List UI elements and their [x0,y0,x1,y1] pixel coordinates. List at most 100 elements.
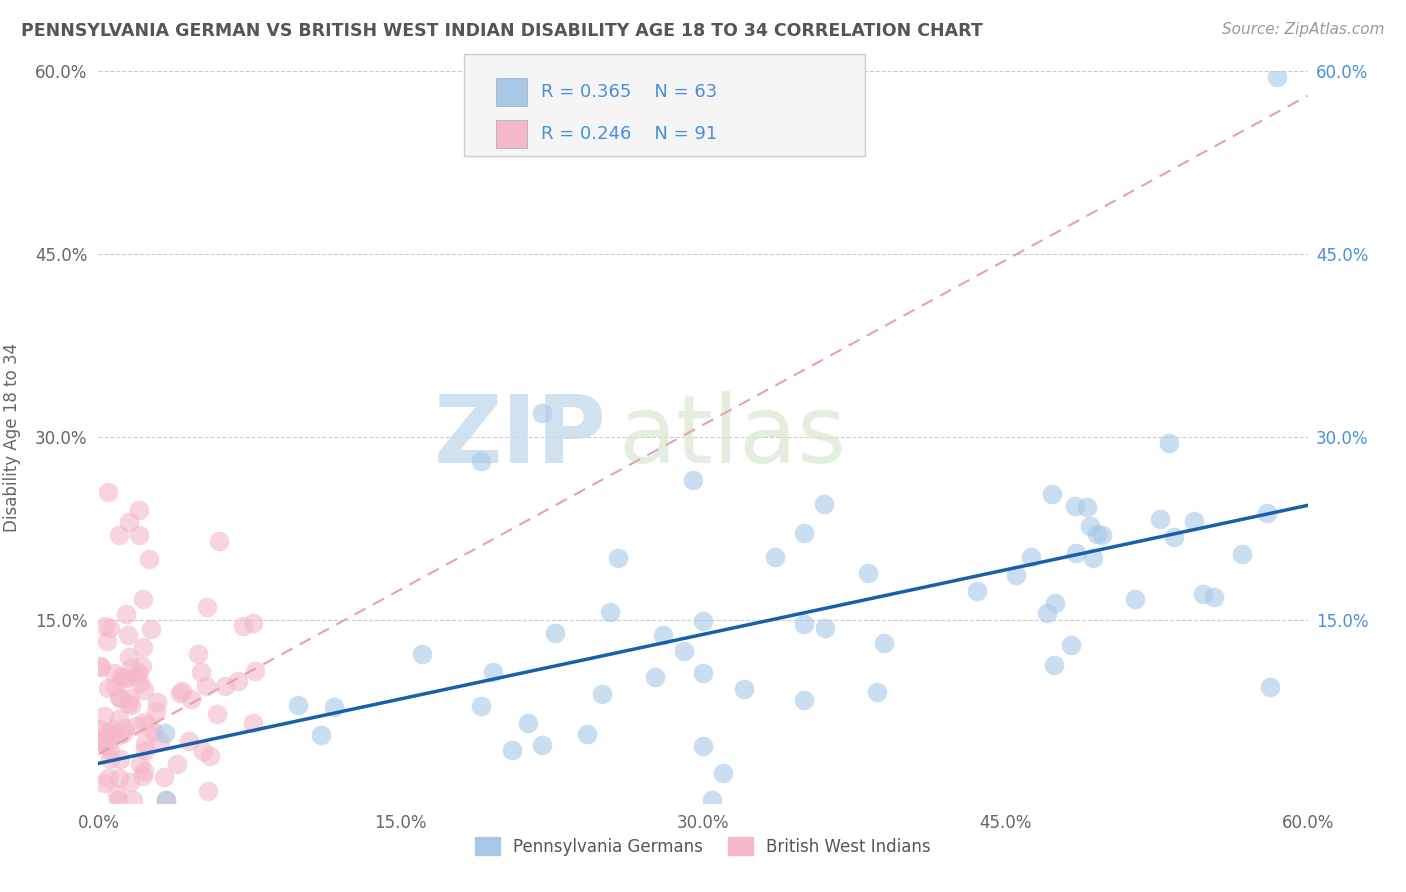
Point [108,712,131,726]
Point [132,768,155,782]
Point [117,698,139,712]
Point [97,772,120,786]
Point [323,699,346,714]
Point [692,739,714,753]
Point [793,616,815,631]
Point [591,687,613,701]
Point [1043,658,1066,673]
Point [112,726,135,740]
Point [1256,506,1278,520]
Point [1040,486,1063,500]
Point [97,485,120,500]
Point [108,771,131,785]
Point [110,670,132,684]
Point [125,668,148,682]
Point [149,734,172,748]
Point [104,680,127,694]
Point [702,793,724,807]
Point [692,614,714,628]
Point [1063,500,1085,514]
Point [1192,587,1215,601]
Point [118,690,141,705]
Point [544,626,567,640]
Point [97,681,120,695]
Point [692,665,714,680]
Point [132,764,155,778]
Point [100,621,122,635]
Text: ZIP: ZIP [433,391,606,483]
Point [242,615,264,630]
Point [132,683,155,698]
Point [793,693,815,707]
Point [132,640,155,655]
Point [1076,500,1098,514]
Point [214,679,236,693]
Point [155,793,177,807]
Point [91,734,114,748]
Point [733,682,755,697]
Point [120,661,142,675]
Point [96,726,118,740]
Point [287,698,309,712]
Point [197,599,219,614]
Point [128,675,150,690]
Point [131,659,153,673]
Point [128,503,150,517]
Legend: Pennsylvania Germans, British West Indians: Pennsylvania Germans, British West India… [467,830,939,864]
Point [107,527,129,541]
Point [180,692,202,706]
Text: R = 0.365    N = 63: R = 0.365 N = 63 [541,83,717,101]
Point [108,728,131,742]
Point [98,743,121,757]
Point [873,635,896,649]
Point [226,673,249,688]
Point [232,619,254,633]
Point [1078,518,1101,533]
Point [169,686,191,700]
Point [1081,551,1104,566]
Point [115,607,138,622]
Point [1060,638,1083,652]
Point [107,793,129,807]
Point [114,722,136,736]
Point [117,650,139,665]
Point [112,671,135,685]
Point [856,566,879,581]
Point [117,628,139,642]
Point [136,717,159,731]
Point [1184,514,1206,528]
Point [153,770,176,784]
Point [138,552,160,566]
Point [530,739,553,753]
Point [132,714,155,729]
Point [1085,527,1108,541]
Point [966,583,988,598]
Point [93,776,115,790]
Point [124,719,146,733]
Point [89,658,111,673]
Point [711,766,734,780]
Point [132,592,155,607]
Point [482,665,505,680]
Point [205,707,228,722]
Point [411,647,433,661]
Point [1163,530,1185,544]
Point [128,527,150,541]
Point [1204,590,1226,604]
Point [793,525,815,540]
Point [672,643,695,657]
Point [101,727,124,741]
Point [98,751,121,765]
Point [108,690,131,704]
Point [242,716,264,731]
Point [1149,512,1171,526]
Point [243,665,266,679]
Point [606,550,628,565]
Point [599,605,621,619]
Point [118,516,141,530]
Point [1043,596,1066,610]
Point [1258,681,1281,695]
Point [146,695,169,709]
Point [142,724,165,739]
Point [651,628,673,642]
